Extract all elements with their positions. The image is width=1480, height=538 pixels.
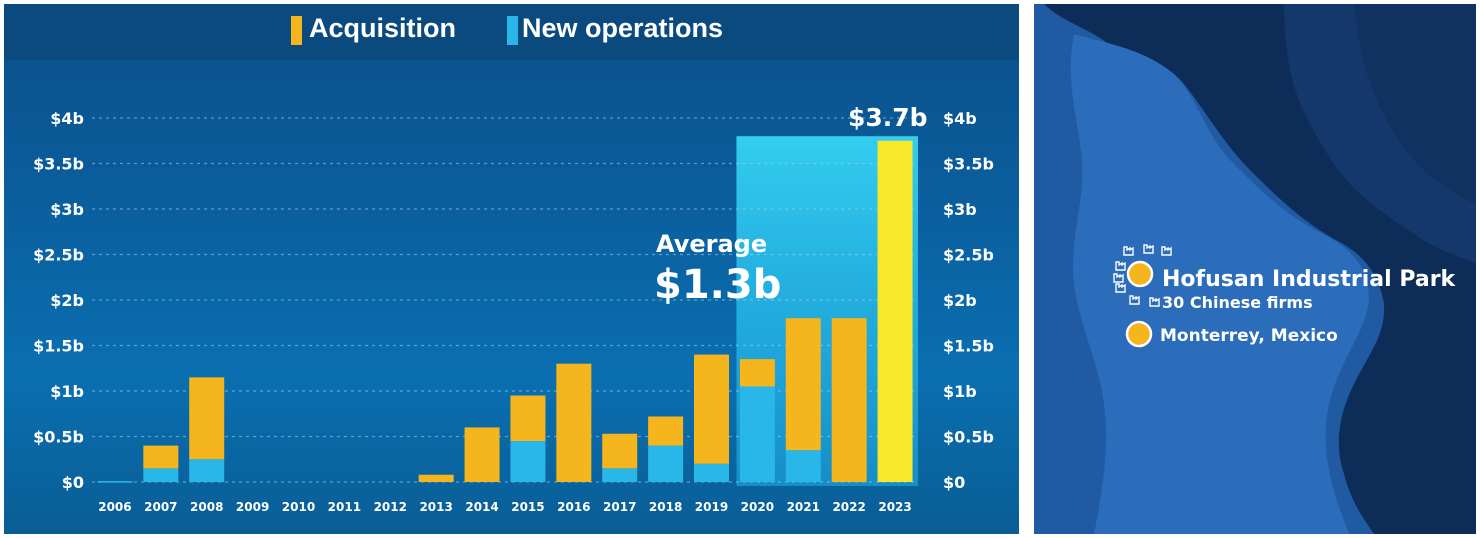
x-tick-label: 2011 — [328, 500, 361, 514]
legend-label-acquisition: Acquisition — [309, 13, 456, 43]
bar-acquisition — [602, 433, 638, 469]
bar-new-operations — [648, 445, 684, 482]
bar-chart: $0 $0 $0.5b $0.5b $1b $1b $1.5b $1.5b $2b $2b $2.5… — [33, 13, 994, 514]
y-tick-label-right: $1b — [943, 382, 977, 401]
legend-label-new-operations: New operations — [522, 13, 723, 43]
x-tick-label: 2007 — [144, 500, 177, 514]
bar-acquisition — [418, 474, 454, 482]
legend-swatch-acquisition — [291, 16, 302, 45]
factory-icon — [1115, 261, 1126, 271]
y-tick-label-left: $3.5b — [33, 155, 84, 174]
city-marker — [1125, 320, 1153, 348]
average-label: Average — [656, 230, 767, 258]
x-tick-label: 2020 — [741, 500, 774, 514]
average-value: $1.3b — [654, 262, 781, 308]
x-tick-label: 2009 — [236, 500, 269, 514]
factory-icon — [1149, 297, 1160, 307]
y-tick-label-left: $2.5b — [33, 246, 84, 265]
factory-icon — [1161, 246, 1172, 256]
park-marker — [1126, 260, 1154, 288]
park-name: Hofusan Industrial Park — [1162, 267, 1457, 292]
x-tick-label: 2019 — [695, 500, 728, 514]
bar-new-operations — [739, 386, 775, 482]
x-tick-label: 2021 — [787, 500, 820, 514]
bar-new-operations — [785, 450, 821, 482]
bar-new-operations — [143, 468, 179, 482]
x-tick-label: 2016 — [557, 500, 590, 514]
bar-acquisition — [143, 445, 179, 469]
x-tick-label: 2006 — [98, 500, 131, 514]
bar-new-operations — [510, 441, 546, 482]
y-tick-label-left: $1b — [50, 382, 84, 401]
y-tick-label-left: $0.5b — [33, 428, 84, 447]
bar-acquisition — [189, 377, 225, 460]
factory-icon — [1115, 283, 1126, 293]
map-panel: Hofusan Industrial Park 30 Chinese firms… — [1034, 4, 1476, 534]
y-tick-label-right: $3.5b — [943, 155, 994, 174]
sea-region-inner — [1354, 4, 1476, 204]
y-tick-label-right: $4b — [943, 109, 977, 128]
y-tick-label-right: $1.5b — [943, 337, 994, 356]
x-tick-label: 2018 — [649, 500, 682, 514]
chart-panel: $0 $0 $0.5b $0.5b $1b $1b $1.5b $1.5b $2b $2b $2.5… — [4, 4, 1019, 534]
y-tick-label-left: $1.5b — [33, 337, 84, 356]
bar-new-operations — [694, 463, 729, 482]
bar-new-operations — [602, 468, 638, 482]
city-label: Monterrey, Mexico — [1160, 326, 1338, 346]
factory-icon — [1123, 246, 1134, 256]
y-tick-label-left: $0 — [62, 473, 84, 492]
x-tick-label: 2014 — [465, 500, 498, 514]
y-tick-label-left: $3b — [50, 200, 84, 219]
bar-new-operations — [189, 459, 225, 482]
y-tick-label-right: $2b — [943, 291, 977, 310]
bar-acquisition — [739, 359, 775, 387]
bar-acquisition — [694, 354, 729, 464]
x-tick-label: 2023 — [878, 500, 911, 514]
bar-acquisition — [556, 363, 592, 482]
factory-icons — [1113, 244, 1172, 307]
region-map: Hofusan Industrial Park 30 Chinese firms… — [1034, 4, 1476, 534]
bar-acquisition — [831, 318, 867, 482]
bar-acquisition — [785, 318, 821, 451]
bar-acquisition — [648, 416, 684, 446]
bar-acquisition — [877, 140, 913, 482]
x-tick-label: 2017 — [603, 500, 636, 514]
x-tick-label: 2022 — [832, 500, 865, 514]
bar-acquisition — [510, 395, 546, 442]
peak-value-label: $3.7b — [848, 103, 928, 132]
land-highlight — [1070, 34, 1369, 534]
y-tick-label-right: $2.5b — [943, 246, 994, 265]
y-tick-label-left: $2b — [50, 291, 84, 310]
x-tick-label: 2015 — [511, 500, 544, 514]
factory-icon — [1143, 244, 1154, 254]
y-tick-label-right: $3b — [943, 200, 977, 219]
y-tick-label-right: $0.5b — [943, 428, 994, 447]
y-tick-label-right: $0 — [943, 473, 965, 492]
factory-icon — [1129, 295, 1140, 305]
y-tick-label-left: $4b — [50, 109, 84, 128]
bar-new-operations — [97, 481, 133, 483]
x-tick-label: 2013 — [419, 500, 452, 514]
x-tick-label: 2010 — [282, 500, 315, 514]
legend-swatch-new-operations — [507, 16, 518, 45]
bar-acquisition — [464, 427, 500, 482]
factory-icon — [1113, 273, 1124, 283]
x-tick-label: 2008 — [190, 500, 223, 514]
park-detail: 30 Chinese firms — [1162, 293, 1313, 312]
x-tick-label: 2012 — [374, 500, 407, 514]
